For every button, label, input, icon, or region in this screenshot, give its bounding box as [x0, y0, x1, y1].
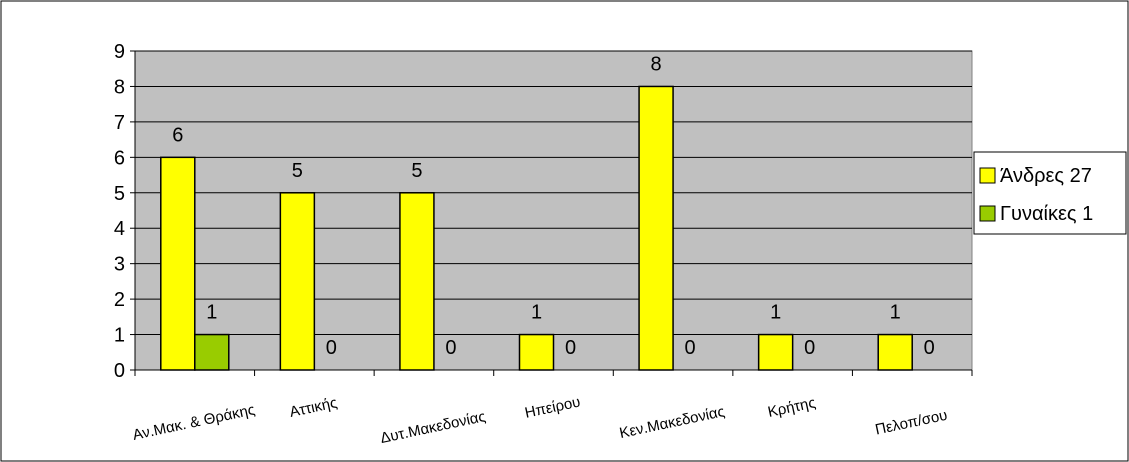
data-label-men-2: 5 — [411, 160, 422, 182]
legend-label-0: Άνδρες 27 — [1000, 165, 1092, 187]
legend: Άνδρες 27 Γυναίκες 1 — [973, 151, 1127, 235]
y-tick-label-9: 9 — [114, 41, 125, 63]
data-label-women-6: 0 — [924, 337, 935, 359]
data-labels: 6 1 5 0 5 0 1 0 8 0 1 0 1 0 — [172, 53, 935, 359]
bar-men-3 — [518, 333, 555, 371]
data-label-men-3: 1 — [531, 302, 542, 324]
bars — [160, 85, 913, 371]
data-label-women-0: 1 — [206, 302, 217, 324]
y-tick-label-2: 2 — [114, 289, 125, 311]
bar-men-1 — [279, 192, 316, 371]
data-label-men-5: 1 — [770, 302, 781, 324]
bar-men-4 — [638, 85, 674, 371]
legend-label-1: Γυναίκες 1 — [1000, 203, 1093, 225]
data-label-men-6: 1 — [890, 302, 901, 324]
y-tick-label-0: 0 — [114, 360, 125, 382]
data-label-men-0: 6 — [172, 124, 183, 146]
y-tick-label-4: 4 — [114, 218, 125, 240]
y-tick-label-5: 5 — [114, 183, 125, 205]
legend-box — [973, 151, 1127, 235]
bar-men-5 — [757, 333, 794, 371]
plot-area — [134, 50, 973, 371]
y-tick-label-3: 3 — [114, 254, 125, 276]
legend-swatch-1 — [979, 205, 996, 222]
y-tick-label-6: 6 — [114, 147, 125, 169]
data-label-men-1: 5 — [292, 160, 303, 182]
bar-men-2 — [399, 192, 435, 371]
data-label-women-5: 0 — [804, 337, 815, 359]
legend-swatch-0 — [979, 167, 996, 184]
data-label-women-1: 0 — [326, 337, 337, 359]
y-tick-label-8: 8 — [114, 76, 125, 98]
bar-men-6 — [877, 333, 913, 371]
data-label-women-4: 0 — [685, 337, 696, 359]
bar-women-0 — [194, 333, 230, 371]
y-tick-label-7: 7 — [114, 112, 125, 134]
data-label-men-4: 8 — [651, 53, 662, 75]
grid-lines — [135, 50, 972, 336]
data-label-women-3: 0 — [565, 337, 576, 359]
data-label-women-2: 0 — [445, 337, 456, 359]
bar-men-0 — [160, 156, 196, 371]
y-tick-label-1: 1 — [114, 325, 125, 347]
